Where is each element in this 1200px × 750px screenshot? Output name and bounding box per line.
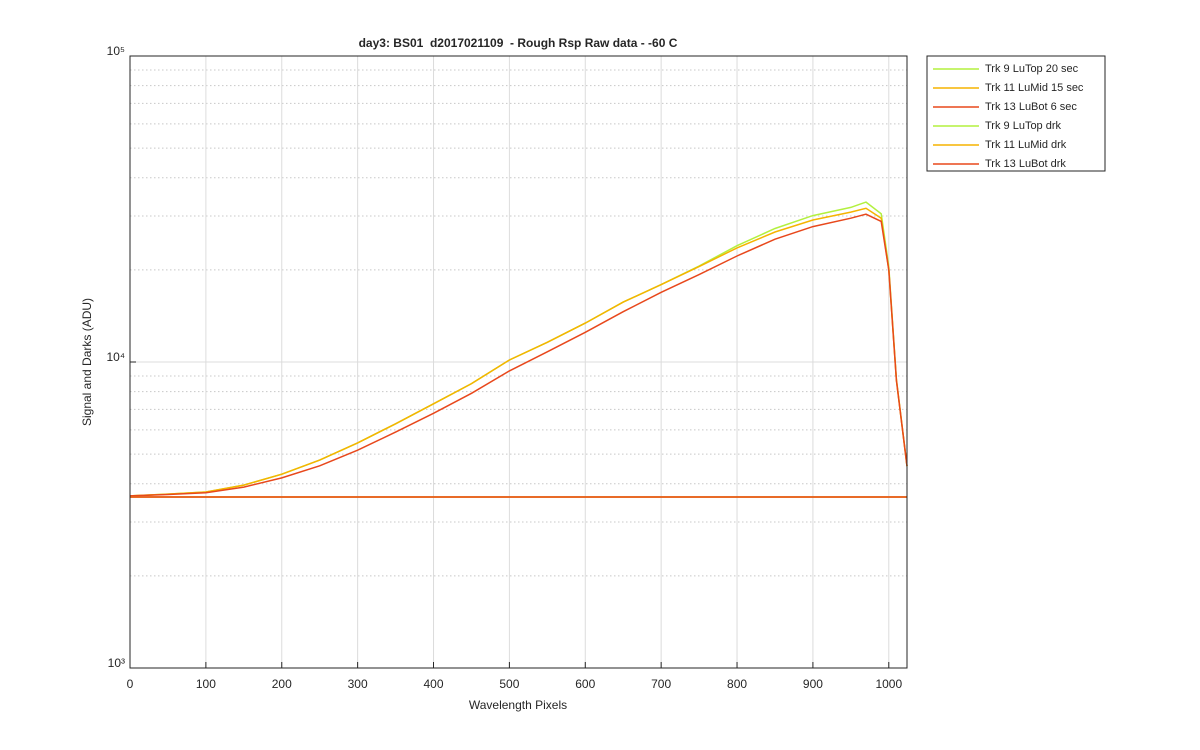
x-tick-label: 400 <box>424 677 444 691</box>
x-tick-label: 300 <box>348 677 368 691</box>
y-axis-label: Signal and Darks (ADU) <box>80 298 94 426</box>
x-tick-label: 700 <box>651 677 671 691</box>
x-tick-label: 1000 <box>875 677 902 691</box>
legend-label: Trk 11 LuMid drk <box>985 139 1067 151</box>
chart-title: day3: BS01 d2017021109 - Rough Rsp Raw d… <box>359 36 678 50</box>
x-tick-label: 800 <box>727 677 747 691</box>
legend-label: Trk 13 LuBot 6 sec <box>985 101 1077 113</box>
y-tick-label: 10⁵ <box>107 44 125 58</box>
legend-label: Trk 9 LuTop 20 sec <box>985 63 1079 75</box>
x-tick-label: 900 <box>803 677 823 691</box>
x-tick-label: 500 <box>499 677 519 691</box>
legend-box <box>926 55 1106 172</box>
series-line <box>129 207 908 497</box>
x-tick-label: 100 <box>196 677 216 691</box>
plot-frame <box>129 55 908 669</box>
x-tick-label: 200 <box>272 677 292 691</box>
legend-label: Trk 13 LuBot drk <box>985 158 1066 170</box>
x-axis-label: Wavelength Pixels <box>469 698 567 712</box>
legend-label: Trk 9 LuTop drk <box>985 120 1062 132</box>
x-tick-label: 0 <box>127 677 134 691</box>
x-tick-label: 600 <box>575 677 595 691</box>
series-line <box>129 213 908 497</box>
y-tick-label: 10³ <box>108 656 125 670</box>
y-tick-label: 10⁴ <box>106 350 125 364</box>
legend-label: Trk 11 LuMid 15 sec <box>985 82 1084 94</box>
